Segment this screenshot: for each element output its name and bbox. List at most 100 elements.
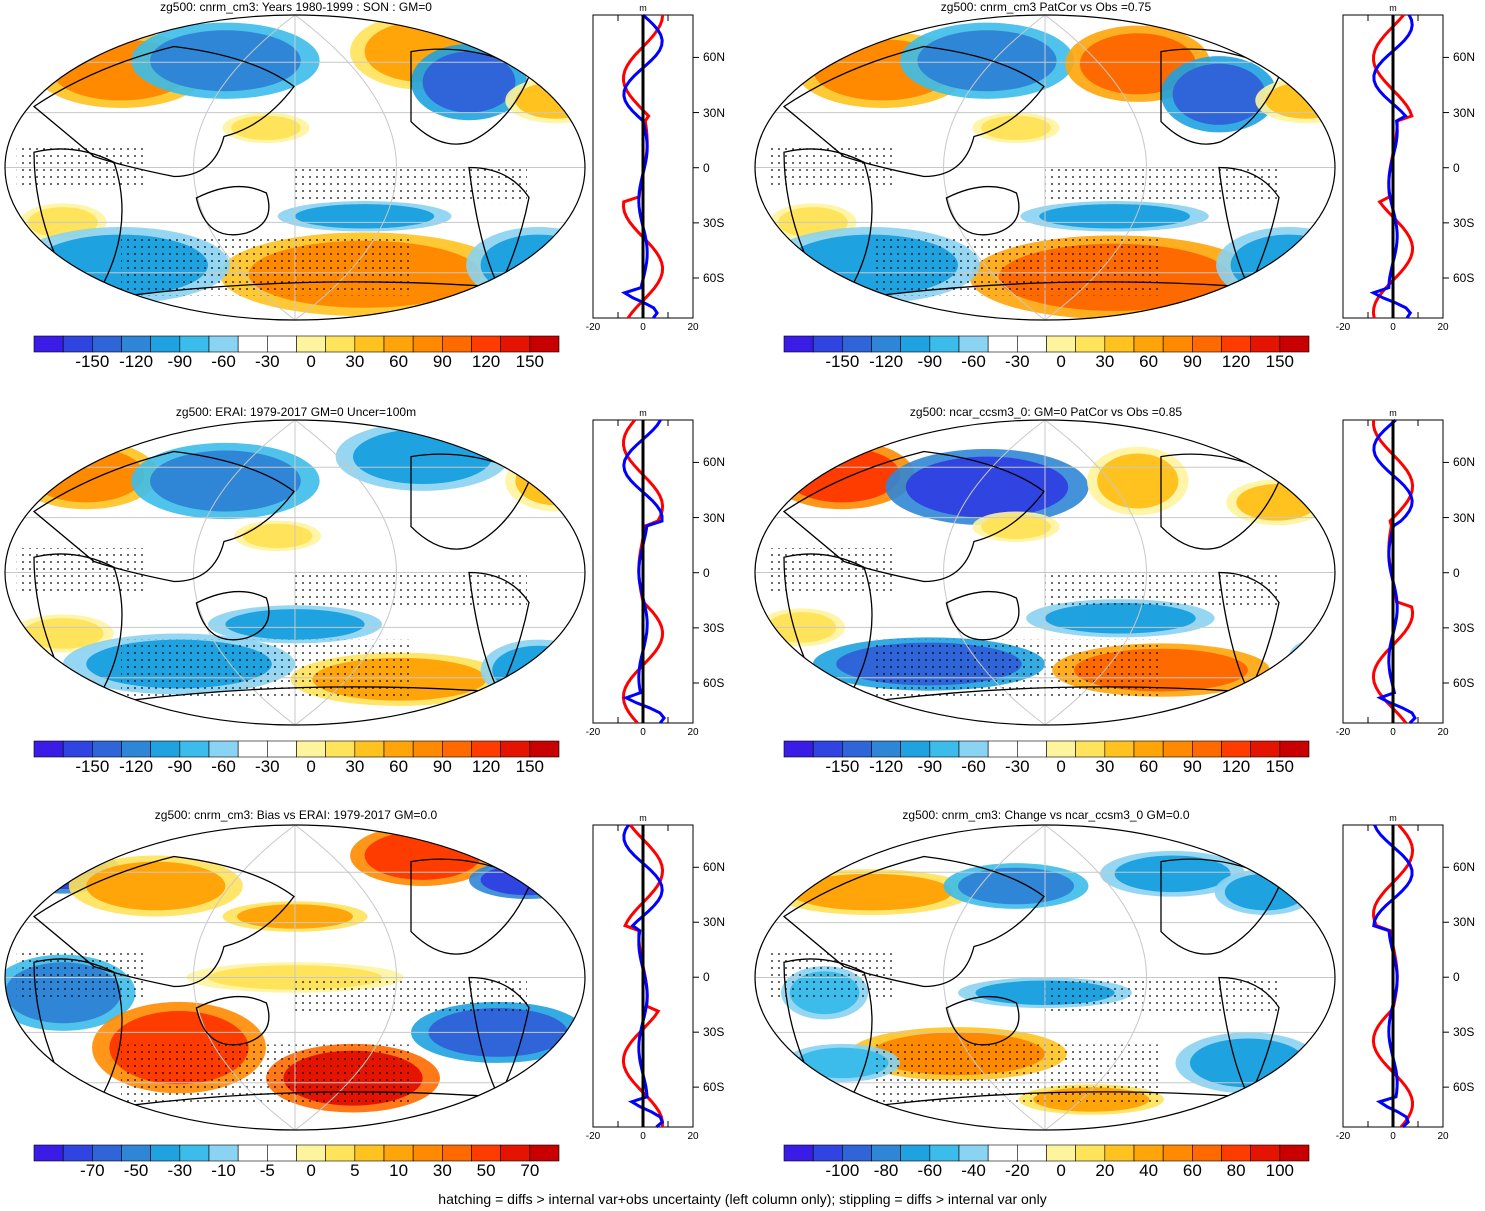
colorbar-swatch	[296, 1144, 326, 1162]
colorbar-label: -60	[211, 352, 236, 371]
latitude-label: 30N	[703, 510, 726, 525]
colorbar-label: 60	[389, 352, 409, 371]
colorbar-swatch	[529, 1144, 560, 1162]
profile-tick-label: 0	[640, 322, 646, 333]
coastline	[1218, 976, 1280, 1099]
colorbar-swatch	[1075, 335, 1106, 353]
colorbar-swatch	[237, 1144, 268, 1162]
colorbar-swatch	[267, 1144, 297, 1162]
latitude-label: 60S	[703, 1080, 725, 1095]
colorbar-swatch	[1133, 335, 1164, 353]
colorbar-6	[783, 1144, 1310, 1162]
graticule-meridian	[193, 420, 296, 725]
colorbar-swatch	[150, 335, 181, 353]
colorbar-swatch	[325, 335, 356, 353]
colorbar-label: 90	[432, 757, 452, 776]
stippling	[871, 639, 1161, 701]
colorbar-swatch	[33, 740, 64, 758]
graticule-meridian	[294, 420, 397, 725]
colorbar-label: 150	[1265, 352, 1295, 371]
colorbar-swatch	[958, 335, 989, 353]
colorbar-swatch	[1017, 335, 1047, 353]
colorbar-label: 120	[1221, 352, 1251, 371]
colorbar-swatch	[842, 740, 872, 758]
coastline	[782, 450, 1045, 583]
anomaly-region	[86, 861, 226, 911]
colorbar-swatch	[471, 1144, 501, 1162]
profile-tick-label: 20	[1437, 1131, 1449, 1142]
colorbar-label: -60	[961, 352, 986, 371]
colorbar-2	[783, 335, 1310, 353]
colorbar-swatch	[1017, 1144, 1047, 1162]
map-panel-5	[4, 824, 586, 1131]
anomaly-region	[789, 873, 953, 911]
colorbar-label: -150	[825, 352, 860, 371]
colorbar-swatch	[471, 740, 501, 758]
latitude-label: 30S	[703, 1025, 725, 1040]
colorbar-swatch	[267, 740, 297, 758]
profile-unit: m	[639, 3, 647, 13]
profile-unit: m	[1389, 813, 1397, 823]
colorbar-swatch	[442, 740, 472, 758]
panel-title-6: zg500: cnrm_cm3: Change vs ncar_ccsm3_0 …	[902, 808, 1190, 822]
colorbar-4	[783, 740, 1310, 758]
graticule-meridian	[943, 15, 1046, 320]
latitude-label: 60N	[703, 50, 726, 65]
map-panel-2	[754, 14, 1336, 321]
anomaly-region	[295, 204, 435, 229]
graticule-meridian	[943, 825, 1046, 1130]
coastline	[782, 855, 1045, 988]
colorbar-swatch	[1075, 740, 1106, 758]
profile-tick-label: -20	[1335, 322, 1351, 333]
stippling	[1045, 167, 1277, 205]
colorbar-swatch	[237, 335, 268, 353]
stippling	[121, 234, 411, 296]
map-border	[4, 14, 586, 321]
colorbar-swatch	[296, 740, 326, 758]
anomaly-region	[784, 447, 900, 503]
zonal-profile-6	[1342, 824, 1449, 1129]
profile-line-blue	[622, 419, 667, 724]
colorbar-label: 60	[1139, 757, 1159, 776]
colorbar-swatch	[1162, 335, 1193, 353]
profile-tick-label: 20	[687, 322, 699, 333]
colorbar-label: 0	[306, 352, 316, 371]
anomaly-region	[1230, 234, 1335, 296]
colorbar-swatch	[842, 335, 872, 353]
profile-tick-label: -20	[585, 322, 601, 333]
profile-line-blue	[1372, 824, 1414, 1129]
panel-title-3: zg500: ERAI: 1979-2017 GM=0 Uncer=100m	[175, 405, 417, 419]
map-border	[754, 824, 1336, 1131]
colorbar-swatch	[1075, 1144, 1106, 1162]
coastline	[1160, 48, 1282, 145]
colorbar-swatch	[529, 335, 560, 353]
colorbar-swatch	[33, 1144, 64, 1162]
anomaly-region	[905, 456, 1069, 518]
colorbar-swatch	[412, 1144, 443, 1162]
anomaly-region	[1114, 855, 1231, 893]
colorbar-swatch	[412, 335, 443, 353]
colorbar-swatch	[267, 335, 297, 353]
colorbar-swatch	[92, 335, 122, 353]
coastline	[468, 571, 530, 694]
colorbar-label: 40	[1139, 1161, 1159, 1180]
colorbar-label: 30	[432, 1161, 452, 1180]
colorbar-swatch	[354, 335, 385, 353]
colorbar-swatch	[150, 1144, 181, 1162]
stippling	[295, 167, 527, 205]
latitude-label: 0	[1453, 565, 1460, 580]
colorbar-swatch	[871, 740, 901, 758]
stippling	[295, 977, 527, 1015]
colorbar-swatch	[1221, 1144, 1251, 1162]
profile-tick-label: 0	[1390, 1131, 1396, 1142]
colorbar-label: -10	[211, 1161, 236, 1180]
colorbar-swatch	[1133, 740, 1164, 758]
colorbar-swatch	[179, 335, 210, 353]
latitude-label: 0	[1453, 970, 1460, 985]
profile-unit: m	[639, 408, 647, 418]
colorbar-label: 90	[1182, 352, 1202, 371]
colorbar-swatch	[121, 1144, 151, 1162]
anomaly-region	[1224, 873, 1306, 911]
stippling	[1045, 977, 1277, 1015]
